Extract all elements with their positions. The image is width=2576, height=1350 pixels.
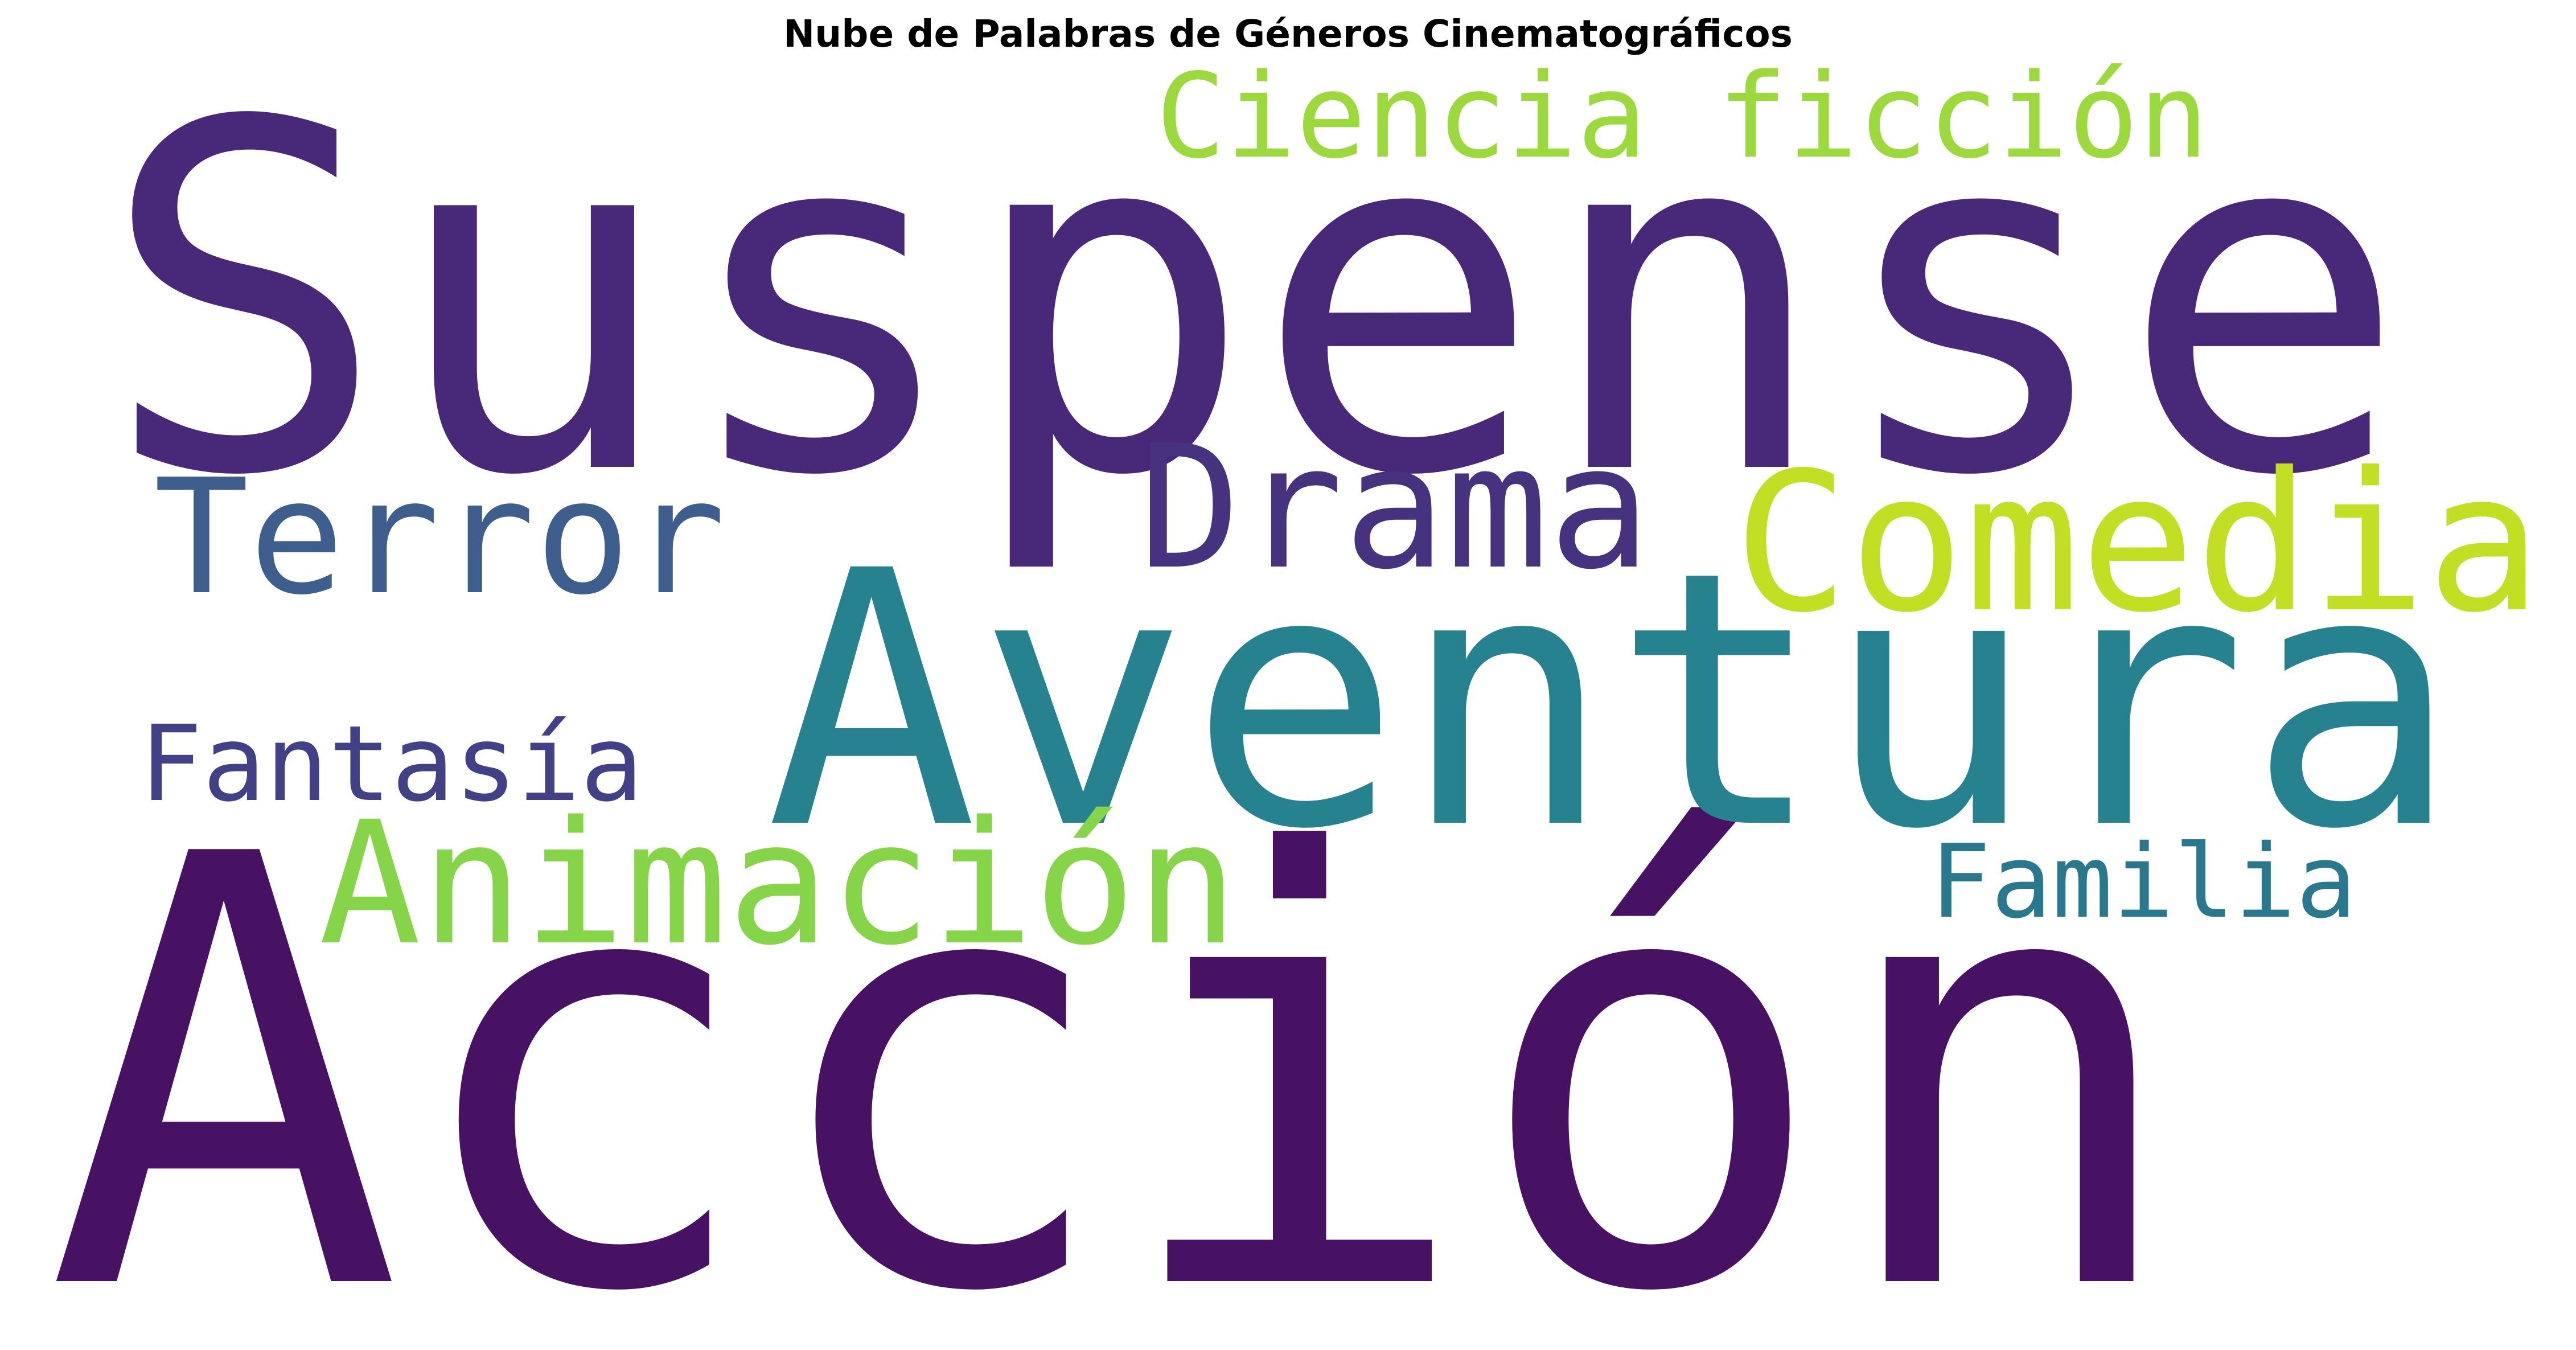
word-animación: Animación	[319, 785, 1238, 983]
word-ciencia-ficción: Ciencia ficción	[1156, 49, 2209, 184]
word-suspense: Suspense	[100, 22, 2408, 580]
word-familia: Familia	[1930, 823, 2357, 941]
word-fantasía: Fantasía	[139, 703, 643, 825]
word-acción: Acción	[46, 732, 2186, 1350]
word-comedia: Comedia	[1733, 432, 2542, 655]
word-terror: Terror	[154, 445, 726, 630]
chart-title: Nube de Palabras de Géneros Cinematográf…	[783, 12, 1793, 56]
word-aventura: Aventura	[766, 496, 2459, 906]
word-drama: Drama	[1139, 408, 1651, 607]
